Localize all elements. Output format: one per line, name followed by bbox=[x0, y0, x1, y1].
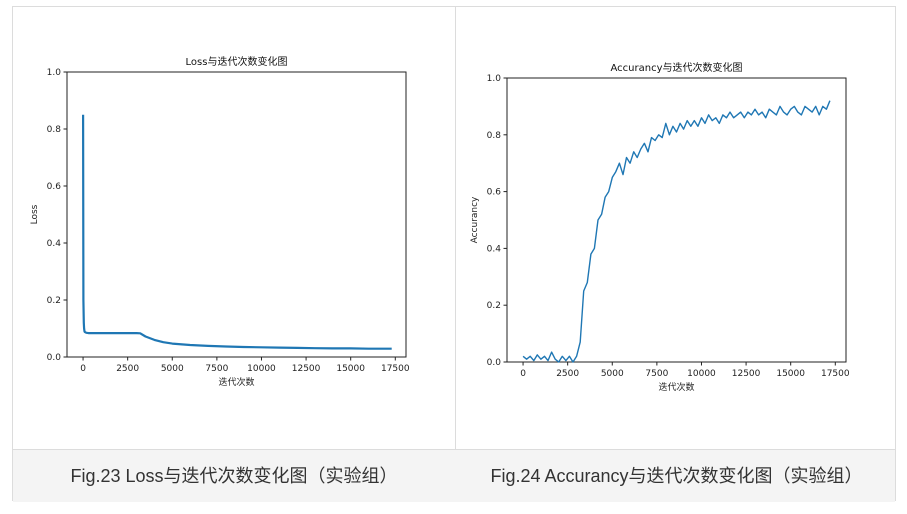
x-tick-label: 17500 bbox=[821, 369, 850, 379]
x-tick-label: 15000 bbox=[336, 364, 365, 374]
y-tick-label: 0.6 bbox=[47, 182, 62, 192]
x-tick-label: 10000 bbox=[687, 369, 716, 379]
x-tick-label: 2500 bbox=[116, 364, 139, 374]
plot-frame bbox=[506, 77, 847, 363]
y-tick-label: 0.2 bbox=[487, 301, 501, 311]
chart-title: Accurancy与迭代次数变化图 bbox=[611, 61, 743, 74]
x-tick-label: 0 bbox=[520, 369, 526, 379]
x-tick-label: 17500 bbox=[381, 364, 410, 374]
x-tick-label: 5000 bbox=[161, 364, 184, 374]
series-line-0 bbox=[81, 114, 392, 350]
x-tick-label: 12500 bbox=[292, 364, 321, 374]
x-tick-label: 12500 bbox=[732, 369, 761, 379]
y-tick-label: 0.8 bbox=[487, 131, 502, 141]
figure-table: Fig.23 Loss与迭代次数变化图（实验组） Fig.24 Accuranc… bbox=[12, 6, 896, 502]
x-tick-label: 7500 bbox=[645, 369, 668, 379]
caption-fig-24: Fig.24 Accurancy与迭代次数变化图（实验组） bbox=[490, 466, 863, 486]
plot-frame bbox=[66, 71, 407, 358]
y-axis-label: Loss bbox=[30, 204, 40, 224]
x-axis-label: 迭代次数 bbox=[218, 376, 254, 388]
x-tick-label: 2500 bbox=[556, 369, 579, 379]
y-tick-label: 0.8 bbox=[47, 125, 62, 135]
x-axis-label: 迭代次数 bbox=[658, 381, 694, 393]
x-tick-label: 15000 bbox=[776, 369, 805, 379]
caption-fig-23: Fig.23 Loss与迭代次数变化图（实验组） bbox=[70, 466, 398, 486]
y-tick-label: 0.4 bbox=[47, 239, 62, 249]
caption-row: Fig.23 Loss与迭代次数变化图（实验组） Fig.24 Accuranc… bbox=[13, 449, 895, 502]
y-tick-label: 1.0 bbox=[487, 74, 502, 84]
chart-title: Loss与迭代次数变化图 bbox=[186, 55, 288, 68]
x-tick-label: 10000 bbox=[247, 364, 276, 374]
x-tick-label: 0 bbox=[80, 364, 86, 374]
x-tick-label: 5000 bbox=[601, 369, 624, 379]
y-axis-label: Accurancy bbox=[470, 196, 480, 243]
y-tick-label: 0.4 bbox=[487, 244, 502, 254]
y-tick-label: 0.6 bbox=[487, 188, 502, 198]
y-tick-label: 0.2 bbox=[47, 296, 61, 306]
y-tick-label: 1.0 bbox=[47, 68, 62, 78]
y-tick-label: 0.0 bbox=[487, 358, 502, 368]
y-tick-label: 0.0 bbox=[47, 353, 62, 363]
column-divider bbox=[455, 7, 456, 500]
series-line-0 bbox=[522, 100, 831, 363]
x-tick-label: 7500 bbox=[205, 364, 228, 374]
